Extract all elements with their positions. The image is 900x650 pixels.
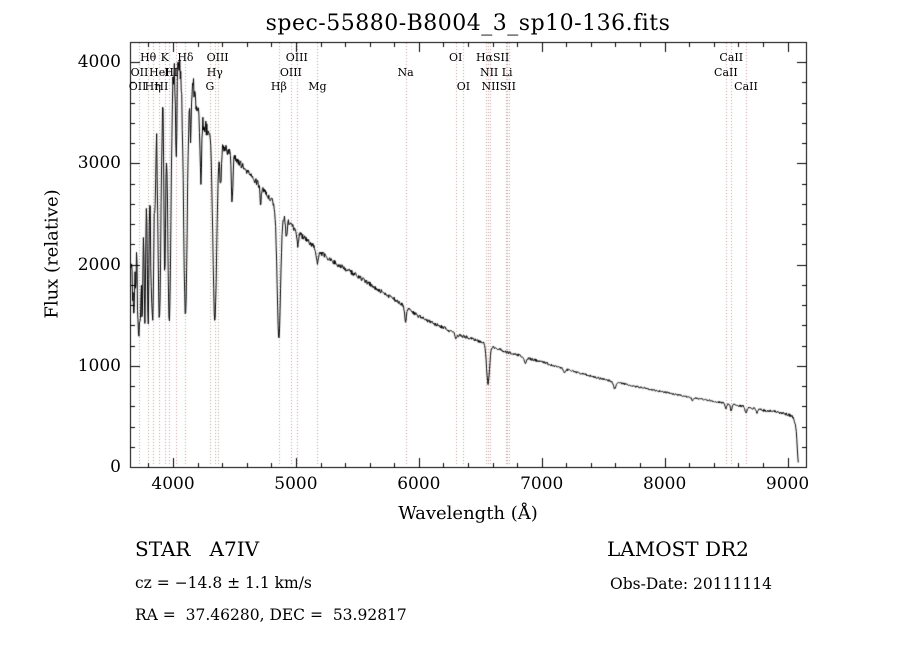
spectral-line-label: HeI: [149, 65, 170, 79]
survey-text: LAMOST DR2: [607, 537, 749, 561]
spectral-line-label: OIII: [206, 51, 229, 64]
y-tick-label: 1000: [77, 355, 121, 376]
y-tick-label: 0: [110, 457, 121, 477]
spectral-line-label: HI: [164, 65, 179, 79]
x-tick-label: 7000: [520, 474, 564, 494]
spectral-line-label: CaII: [714, 65, 738, 79]
spectral-line-label: OI: [449, 51, 463, 64]
spectral-line-label: NIISII: [481, 80, 516, 93]
spectral-line-label: Na: [397, 65, 414, 79]
spectral-line-label: Hδ: [177, 51, 194, 64]
x-tick-label: 6000: [397, 474, 441, 494]
spectral-line-label: K: [160, 51, 169, 64]
spectral-line-label: CaII: [719, 51, 744, 64]
y-tick-label: 2000: [77, 254, 121, 275]
spectral-line-label: HI: [154, 80, 169, 93]
y-tick-label: 4000: [77, 52, 121, 73]
x-tick-label: 4000: [151, 474, 195, 494]
spectral-line-label: HαSII: [475, 51, 510, 64]
x-tick-label: 5000: [274, 474, 318, 494]
y-tick-label: 3000: [77, 153, 121, 174]
spectral-line-label: OI: [456, 80, 471, 93]
x-axis-label: Wavelength (Å): [398, 503, 538, 524]
x-tick-label: 9000: [765, 474, 810, 494]
spectral-line-label: OII: [130, 65, 149, 79]
y-axis-label: Flux (relative): [41, 189, 63, 319]
x-tick-label: 8000: [643, 474, 687, 494]
radec-text: RA = 37.46280, DEC = 53.92817: [135, 606, 407, 624]
spectral-line-label: G: [205, 80, 215, 93]
spectral-line-label: NII Li: [479, 65, 513, 79]
cz-text: cz = −14.8 ± 1.1 km/s: [135, 574, 312, 592]
spectral-line-label: Mg: [308, 80, 327, 93]
spectral-line-label: Hθ: [140, 51, 157, 64]
spectral-line-label: OII: [128, 80, 147, 93]
spectral-line-label: Hγ: [206, 65, 223, 79]
plot-title: spec-55880-B8004_3_sp10-136.fits: [265, 11, 671, 36]
spectral-line-label: OIII: [285, 51, 308, 64]
spectral-line-label: OIII: [279, 65, 302, 79]
spectral-line-label: Hβ: [270, 80, 287, 93]
spectral-line-label: Hη: [144, 80, 161, 93]
spectral-line-label: CaII: [734, 80, 758, 93]
classification-text: STAR A7IV: [135, 537, 260, 561]
obs-date-text: Obs-Date: 20111114: [610, 575, 772, 593]
